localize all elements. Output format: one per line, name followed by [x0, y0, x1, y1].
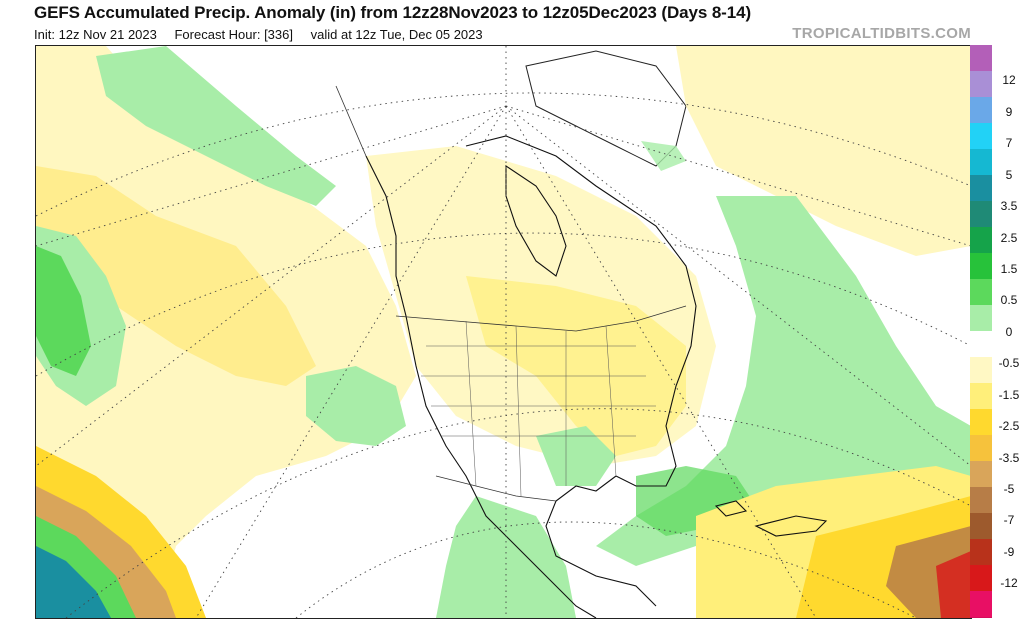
colorbar-swatch	[970, 539, 992, 566]
map-subtitle: Init: 12z Nov 21 2023 Forecast Hour: [33…	[34, 27, 497, 42]
colorbar-swatch	[970, 71, 992, 98]
colorbar-swatch	[970, 149, 992, 176]
colorbar-label: 5	[1005, 167, 1013, 182]
graticule	[36, 46, 971, 618]
colorbar-label: -7	[1003, 513, 1015, 528]
mexico-wet	[436, 496, 576, 618]
precip-anomaly-map	[35, 45, 972, 619]
map-canvas	[36, 46, 971, 618]
colorbar-label: 9	[1005, 104, 1013, 119]
colorbar-swatch	[970, 383, 992, 410]
colorbar-swatch	[970, 97, 992, 124]
colorbar-swatch	[970, 565, 992, 592]
pacific-wet-sw-core	[36, 546, 111, 618]
colorbar-swatch	[970, 175, 992, 202]
colorbar-swatch	[970, 45, 992, 72]
state-borders	[421, 320, 656, 497]
colorbar-swatch	[970, 201, 992, 228]
forecast-hour: Forecast Hour: [336]	[174, 27, 293, 42]
political-borders	[335, 85, 687, 502]
colorbar-label: -2.5	[998, 419, 1020, 434]
colorbar-swatch	[970, 305, 992, 332]
coastlines	[365, 135, 828, 618]
colorbar-label: -9	[1003, 544, 1015, 559]
colorbar-swatch	[970, 409, 992, 436]
colorbar-swatch	[970, 331, 992, 358]
colorbar-label: -0.5	[998, 356, 1020, 371]
gulf-wet	[536, 426, 616, 486]
colorbar-swatch	[970, 227, 992, 254]
valid-time: valid at 12z Tue, Dec 05 2023	[310, 27, 483, 42]
pacific-dry-core	[36, 166, 316, 386]
colorbar-label: 7	[1005, 136, 1013, 151]
colorbar-swatch	[970, 487, 992, 514]
colorbar-label: 3.5	[1000, 199, 1018, 214]
colorbar-label: 1.5	[1000, 262, 1018, 276]
colorbar-swatch	[970, 279, 992, 306]
colorbar-swatch	[970, 591, 992, 618]
map-title: GEFS Accumulated Precip. Anomaly (in) fr…	[34, 3, 752, 22]
colorbar-swatch	[970, 123, 992, 150]
alaska-wet	[96, 46, 336, 206]
colorbar-swatch	[970, 435, 992, 462]
init-time: Init: 12z Nov 21 2023	[34, 27, 157, 42]
pacific-wet-strong	[36, 246, 91, 376]
colorbar-label: -12	[1000, 576, 1018, 591]
greenland-wet	[641, 141, 686, 171]
rockies-wet	[306, 366, 406, 446]
colorbar-label: 0.5	[1000, 293, 1018, 308]
colorbar-label: 12	[1002, 73, 1016, 88]
colorbar-label: -3.5	[998, 450, 1020, 465]
colorbar-label: 0	[1005, 324, 1013, 339]
colorbar-swatch	[970, 513, 992, 540]
colorbar-label: -5	[1003, 482, 1015, 496]
colorbar-swatch	[970, 357, 992, 384]
colorbar-swatch	[970, 461, 992, 488]
north-atlantic-dry	[676, 46, 971, 256]
colorbar-swatch	[970, 253, 992, 280]
south-america-extreme	[936, 551, 971, 618]
colorbar-legend: 12 9 7 5 3.5 2.5 1.5 0.5 0 -0.5 -1.5 -2.5 -3.5 -5 -7 -9…	[970, 45, 1024, 618]
colorbar-label: 2.5	[1000, 230, 1018, 245]
brand-watermark: TROPICALTIDBITS.COM	[792, 25, 971, 42]
eastern-us-dry	[466, 276, 686, 456]
colorbar-label: -1.5	[998, 387, 1020, 402]
